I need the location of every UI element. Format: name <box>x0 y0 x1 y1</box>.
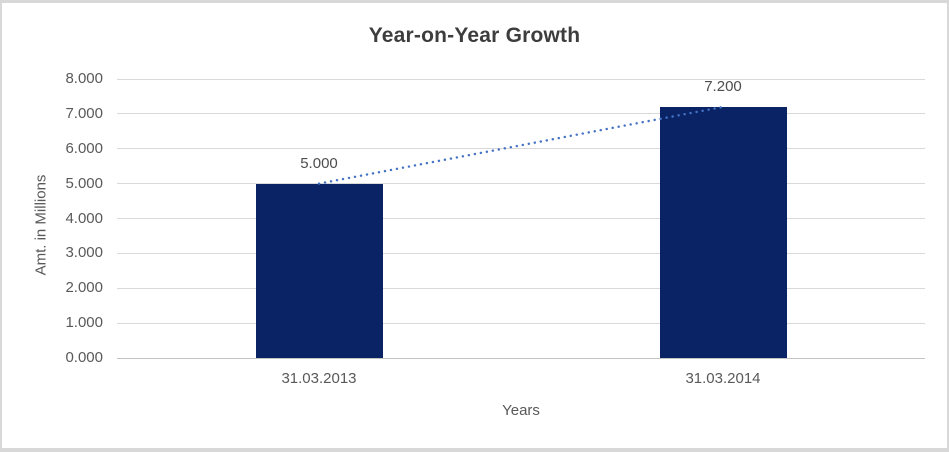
y-axis-tick-label: 3.000 <box>65 244 103 262</box>
gridline <box>117 78 925 80</box>
bar <box>255 183 383 358</box>
plot-area: 5.000 7.200 <box>117 77 925 359</box>
y-axis-tick-label: 1.000 <box>65 314 103 332</box>
gridline <box>117 252 925 254</box>
x-axis-title: Years <box>502 402 540 419</box>
gridline <box>117 287 925 289</box>
bar-data-label: 5.000 <box>300 154 338 172</box>
chart-title: Year-on-Year Growth <box>368 24 581 47</box>
x-axis-tick-label: 31.03.2013 <box>281 370 357 387</box>
gridline <box>117 218 925 219</box>
y-axis-tick-label: 5.000 <box>65 174 103 192</box>
y-axis-tick-label: 8.000 <box>65 70 103 87</box>
bar-data-label: 7.200 <box>704 77 742 95</box>
y-axis-tick-label: 4.000 <box>65 209 103 227</box>
gridline <box>117 148 925 150</box>
x-axis-tick-label: 31.03.2014 <box>685 370 761 387</box>
y-axis-tick-label: 0.000 <box>65 349 103 366</box>
y-axis-tick-label: 2.000 <box>65 279 103 297</box>
gridline <box>117 183 925 185</box>
y-axis-tick-label: 6.000 <box>65 139 103 157</box>
gridline <box>117 113 925 115</box>
gridline <box>117 322 925 324</box>
x-axis-line <box>117 357 925 359</box>
y-axis-tick-label: 7.000 <box>65 104 103 122</box>
bar <box>659 106 787 358</box>
